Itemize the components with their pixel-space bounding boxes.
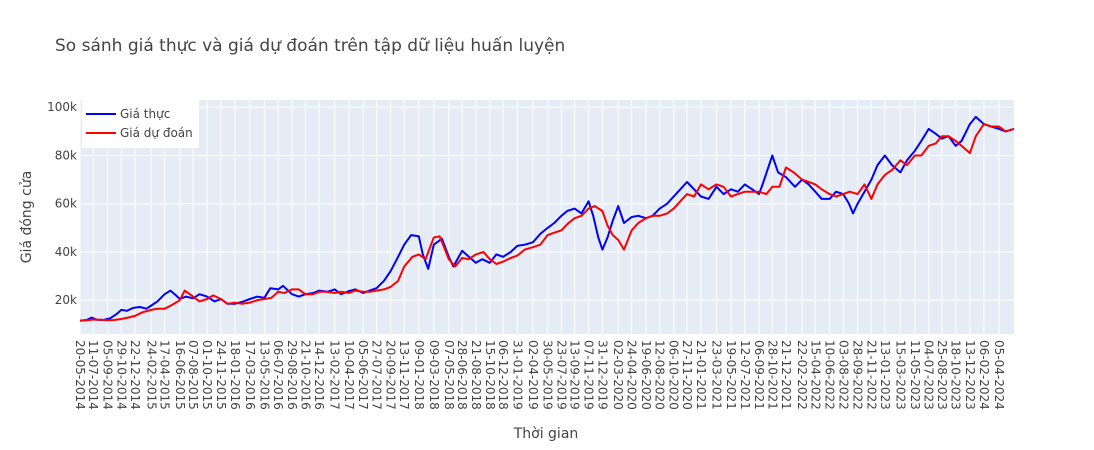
x-tick-label: 22-02-2022	[795, 340, 809, 410]
x-tick-label: 10-06-2022	[823, 340, 837, 410]
x-tick-label: 21-11-2022	[864, 340, 878, 410]
x-tick-label: 13-05-2016	[257, 340, 271, 410]
x-tick-label: 06-12-2018	[496, 340, 510, 410]
chart-title: So sánh giá thực và giá dự đoán trên tập…	[55, 35, 565, 56]
x-tick-label: 12-07-2021	[738, 340, 752, 410]
x-tick-label: 10-04-2017	[342, 340, 356, 410]
x-tick-label: 14-12-2016	[312, 340, 326, 410]
x-tick-label: 28-10-2021	[765, 340, 779, 410]
legend: Giá thực Giá dự đoán	[82, 100, 199, 148]
x-tick-label: 13-09-2019	[568, 340, 582, 410]
x-tick-label: 18-10-2023	[949, 340, 963, 410]
x-tick-label: 13-11-2017	[397, 340, 411, 410]
plot-area	[80, 100, 1014, 334]
x-tick-label: 11-07-2014	[86, 340, 100, 410]
x-tick-label: 02-03-2020	[611, 340, 625, 410]
y-tick-label: 80k	[55, 148, 77, 162]
x-tick-label: 31-12-2019	[595, 340, 609, 410]
y-tick-label: 100k	[47, 100, 77, 114]
x-tick-label: 27-11-2020	[680, 340, 694, 410]
x-tick-label: 01-10-2015	[200, 340, 214, 410]
x-tick-label: 19-05-2021	[724, 340, 738, 410]
x-tick-label: 05-06-2017	[356, 340, 370, 410]
x-tick-label: 03-08-2022	[836, 340, 850, 410]
x-tick-label: 16-06-2015	[173, 340, 187, 410]
y-tick-label: 40k	[55, 245, 77, 259]
y-tick-label: 20k	[55, 293, 77, 307]
x-tick-label: 09-01-2018	[412, 340, 426, 410]
x-tick-label: 22-12-2014	[128, 340, 142, 410]
x-tick-label: 21-12-2021	[779, 340, 793, 410]
legend-label-predicted[interactable]: Giá dự đoán	[120, 126, 193, 140]
x-tick-label: 18-01-2016	[228, 340, 242, 410]
x-tick-label: 20-05-2014	[73, 340, 87, 410]
x-tick-label: 24-04-2020	[625, 340, 639, 410]
x-tick-label: 31-01-2019	[510, 340, 524, 410]
series-lines	[79, 115, 1015, 322]
x-tick-label: 13-12-2023	[963, 340, 977, 410]
x-tick-label: 15-10-2018	[483, 340, 497, 410]
x-tick-label: 11-05-2023	[908, 340, 922, 410]
x-tick-label: 05-04-2024	[992, 340, 1006, 410]
x-tick-label: 13-02-2017	[328, 340, 342, 410]
x-tick-label: 12-08-2020	[653, 340, 667, 410]
y-axis-ticks: 20k 40k 60k 80k 100k	[47, 100, 77, 307]
x-tick-label: 29-08-2016	[285, 340, 299, 410]
legend-label-actual[interactable]: Giá thực	[120, 107, 170, 121]
x-tick-label: 23-07-2019	[554, 340, 568, 410]
x-tick-label: 28-06-2018	[455, 340, 469, 410]
x-tick-label: 13-01-2023	[878, 340, 892, 410]
x-tick-label: 30-05-2019	[541, 340, 555, 410]
x-tick-label: 07-08-2015	[186, 340, 200, 410]
y-axis-title: Giá đóng cửa	[19, 171, 35, 264]
x-tick-label: 04-07-2023	[922, 340, 936, 410]
x-axis-ticks: 20-05-2014 11-07-2014 05-09-2014 29-10-2014…	[73, 340, 1006, 410]
x-tick-label: 24-11-2015	[214, 340, 228, 410]
series-line-predicted[interactable]	[79, 123, 1015, 322]
x-tick-label: 23-03-2021	[710, 340, 724, 410]
x-tick-label: 20-09-2017	[383, 340, 397, 410]
x-tick-label: 07-11-2019	[582, 340, 596, 410]
x-tick-label: 15-04-2022	[808, 340, 822, 410]
x-tick-label: 21-01-2021	[694, 340, 708, 410]
x-tick-label: 29-10-2014	[114, 340, 128, 410]
x-tick-label: 07-05-2018	[442, 340, 456, 410]
x-tick-label: 21-08-2018	[469, 340, 483, 410]
x-tick-label: 21-10-2016	[298, 340, 312, 410]
legend-box	[82, 100, 199, 148]
x-tick-label: 05-09-2014	[101, 340, 115, 410]
x-tick-label: 24-02-2015	[144, 340, 158, 410]
x-tick-label: 06-09-2021	[752, 340, 766, 410]
y-tick-label: 60k	[55, 197, 77, 211]
x-tick-label: 15-03-2023	[893, 340, 907, 410]
x-tick-label: 25-08-2023	[935, 340, 949, 410]
x-tick-label: 27-07-2017	[369, 340, 383, 410]
x-tick-label: 17-04-2015	[158, 340, 172, 410]
x-tick-label: 17-03-2016	[243, 340, 257, 410]
x-tick-label: 28-09-2022	[851, 340, 865, 410]
x-tick-label: 06-02-2024	[977, 340, 991, 410]
x-tick-label: 02-04-2019	[526, 340, 540, 410]
x-tick-label: 09-03-2018	[427, 340, 441, 410]
x-tick-label: 06-07-2016	[271, 340, 285, 410]
x-tick-label: 19-06-2020	[639, 340, 653, 410]
x-tick-label: 06-10-2020	[667, 340, 681, 410]
x-axis-title: Thời gian	[513, 426, 579, 442]
